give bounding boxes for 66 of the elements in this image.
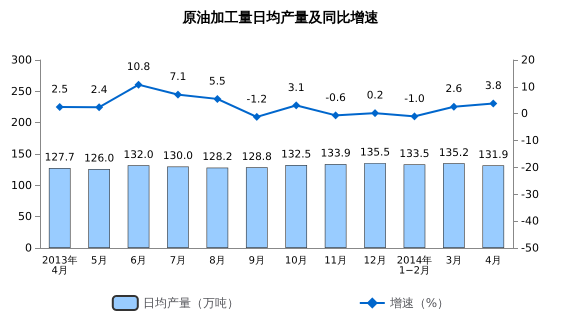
x-tick-label: 10月 [284, 256, 308, 266]
y-tick-label: 250 [11, 84, 32, 98]
data-label: 135.5 [360, 146, 390, 159]
y-tick-label: 100 [11, 178, 32, 192]
y-tick-label: 50 [18, 210, 32, 224]
data-label: 130.0 [162, 150, 193, 162]
point [410, 112, 418, 120]
y2-tick-label: 0 [521, 107, 528, 120]
point [56, 103, 64, 111]
data-label: 0.2 [366, 90, 384, 102]
data-label: 126.0 [84, 152, 114, 165]
y-tick-label: 150 [11, 148, 32, 160]
y-tick-label: 0 [25, 242, 32, 254]
x-tick-label: 2014年 1−2月 [396, 254, 432, 276]
point [292, 101, 300, 110]
y2-tick-label: -10 [521, 134, 539, 148]
data-label: 127.7 [44, 151, 75, 164]
x-tick-label: 4月 [485, 256, 502, 266]
x-tick-label: 8月 [209, 256, 226, 266]
point [371, 109, 380, 118]
data-label: 2.4 [90, 84, 108, 96]
data-label: 131.9 [478, 148, 508, 161]
data-label: 128.2 [202, 151, 232, 164]
data-label: 135.2 [438, 146, 469, 159]
point [489, 100, 498, 108]
data-label: 10.8 [126, 61, 150, 74]
data-label: 133.9 [320, 148, 351, 160]
y2-tick-label: -50 [521, 242, 539, 254]
data-label: 3.1 [288, 82, 305, 94]
y2-tick-label: -40 [521, 214, 539, 228]
x-tick-label: 6月 [130, 256, 147, 266]
x-tick-label: 3月 [446, 256, 462, 266]
legend-label: 日均产量（万吨） [142, 296, 239, 310]
legend-label: 增速（%） [388, 296, 450, 310]
x-tick-label: 11月 [324, 256, 347, 266]
point [134, 80, 143, 89]
y2-tick-label: -30 [521, 188, 539, 201]
data-label: 7.1 [170, 71, 186, 84]
y-tick-label: 200 [11, 116, 32, 130]
x-tick-label: 7月 [170, 256, 186, 266]
x-tick-label: 2013年 4月 [42, 254, 78, 276]
point [450, 102, 458, 111]
data-label: 132.0 [124, 148, 154, 161]
point [95, 103, 104, 112]
y2-tick-label: 10 [521, 80, 535, 94]
data-label: 5.5 [209, 75, 226, 88]
data-label: -0.6 [325, 92, 346, 104]
x-tick-label: 9月 [248, 256, 265, 266]
chart-title: 原油加工量日均产量及同比增速 [182, 9, 380, 26]
x-tick-label: 5月 [90, 256, 108, 266]
y2-tick-label: 20 [521, 54, 535, 66]
data-label: 2.5 [51, 84, 68, 96]
y-tick-label: 300 [11, 54, 32, 66]
data-label: 3.8 [484, 80, 502, 92]
data-label: 132.5 [281, 148, 312, 160]
data-label: -1.2 [246, 93, 268, 106]
point [174, 90, 182, 99]
data-label: 133.5 [399, 148, 430, 160]
data-label: 128.8 [242, 150, 272, 163]
y2-tick-label: -20 [521, 160, 539, 174]
data-label: 2.6 [446, 83, 463, 96]
point [213, 94, 222, 103]
x-tick-label: 12月 [364, 256, 386, 266]
data-label: -1.0 [404, 92, 425, 105]
point [252, 112, 261, 121]
point [332, 111, 340, 120]
